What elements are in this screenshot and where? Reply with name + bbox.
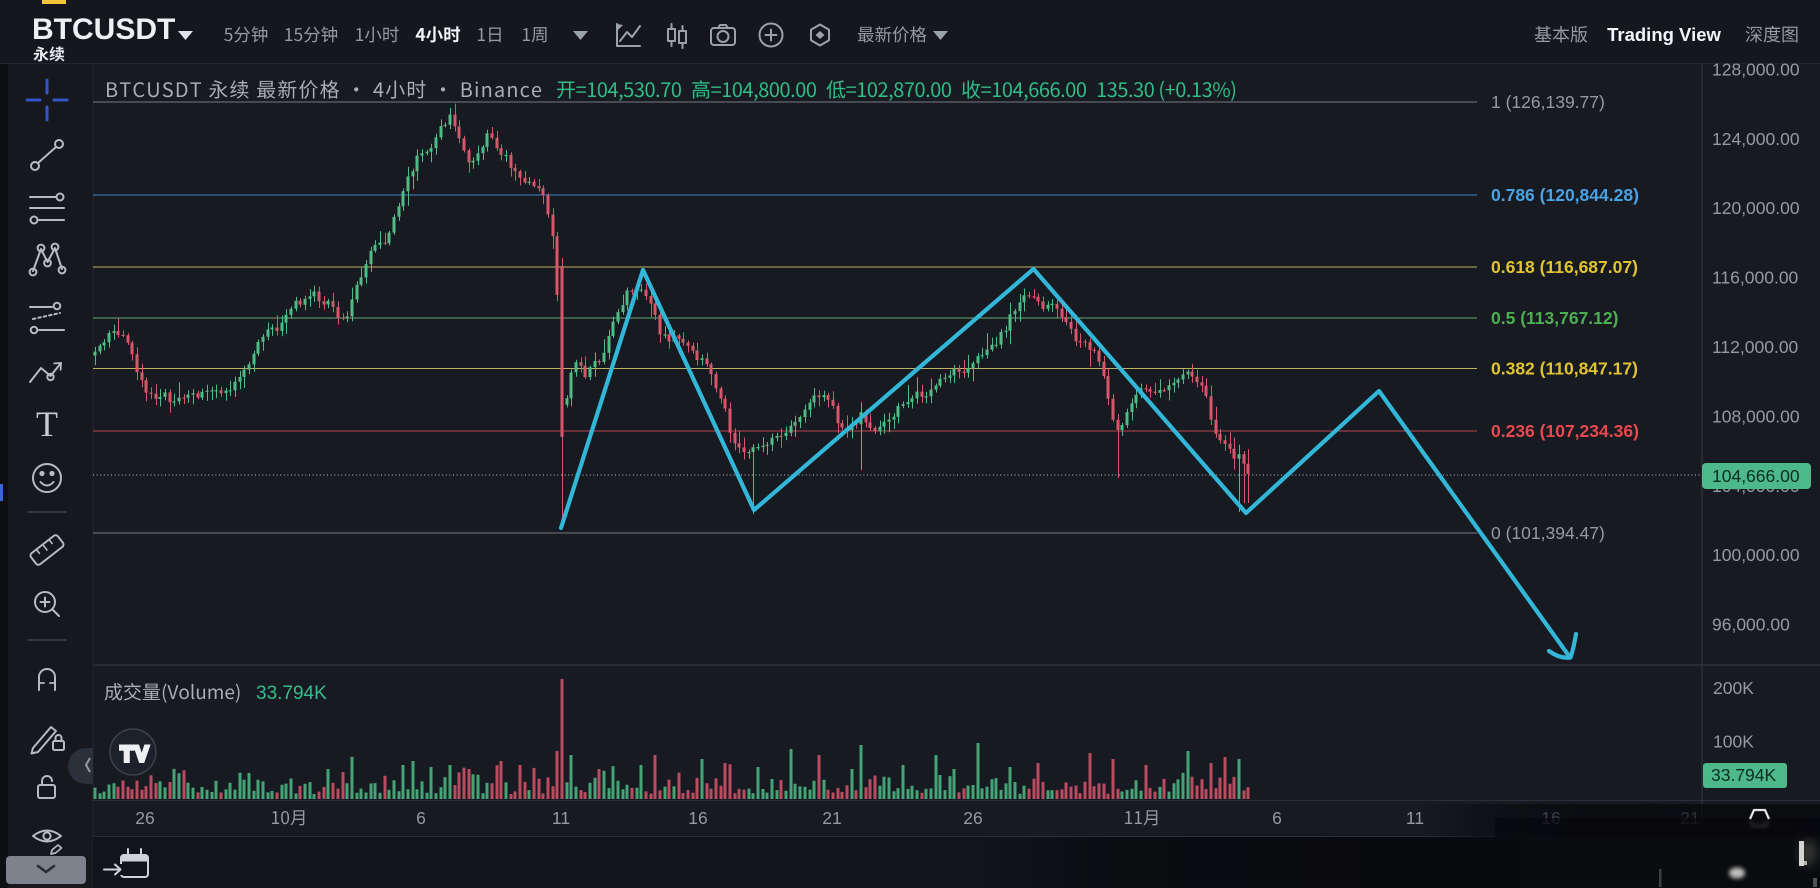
svg-text:0.786 (120,844.28): 0.786 (120,844.28) (1491, 185, 1639, 205)
svg-text:128,000.00: 128,000.00 (1712, 59, 1800, 79)
svg-text:124,000.00: 124,000.00 (1712, 129, 1800, 149)
svg-text:26: 26 (963, 808, 982, 828)
svg-text:0.382 (110,847.17): 0.382 (110,847.17) (1491, 359, 1638, 379)
svg-text:100,000.00: 100,000.00 (1712, 545, 1800, 565)
svg-text:0.5 (113,767.12): 0.5 (113,767.12) (1491, 308, 1618, 328)
svg-text:0.236 (107,234.36): 0.236 (107,234.36) (1491, 421, 1639, 441)
svg-text:6: 6 (1272, 808, 1282, 828)
svg-text:21: 21 (822, 808, 841, 828)
svg-text:112,000.00: 112,000.00 (1712, 337, 1799, 357)
svg-text:33.794K: 33.794K (256, 683, 327, 704)
svg-text:Trading View: Trading View (1607, 24, 1721, 45)
svg-text:33.794K: 33.794K (1711, 765, 1777, 785)
svg-text:11: 11 (552, 808, 570, 828)
svg-text:104,666.00: 104,666.00 (1712, 466, 1800, 486)
svg-text:108,000.00: 108,000.00 (1712, 406, 1800, 426)
svg-text:0 (101,394.47): 0 (101,394.47) (1491, 523, 1605, 543)
svg-text:T: T (36, 404, 58, 444)
svg-text:116,000.00: 116,000.00 (1712, 268, 1799, 288)
svg-text:100K: 100K (1713, 732, 1754, 752)
svg-text:1 (126,139.77): 1 (126,139.77) (1491, 92, 1605, 112)
svg-text:16: 16 (688, 808, 707, 828)
svg-text:BTCUSDT: BTCUSDT (32, 13, 175, 46)
svg-text:200K: 200K (1713, 678, 1754, 698)
svg-text:26: 26 (135, 808, 154, 828)
svg-text:0.618 (116,687.07): 0.618 (116,687.07) (1491, 257, 1638, 277)
svg-text:96,000.00: 96,000.00 (1712, 615, 1790, 635)
svg-text:11: 11 (1406, 808, 1424, 828)
svg-text:6: 6 (416, 808, 426, 828)
svg-text:120,000.00: 120,000.00 (1712, 198, 1800, 218)
